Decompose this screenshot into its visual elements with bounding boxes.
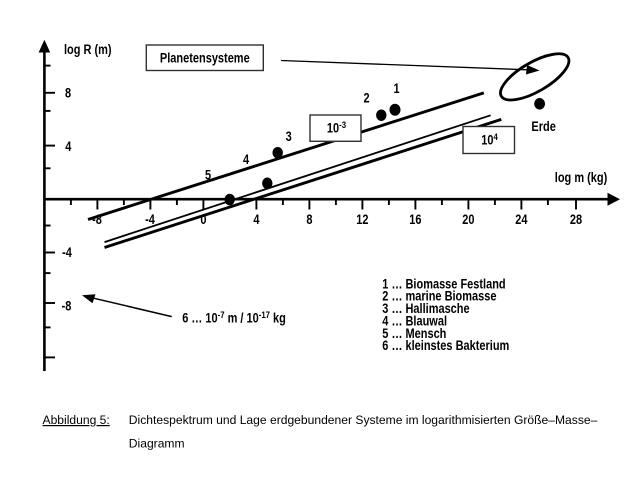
svg-text:0: 0 — [200, 212, 206, 227]
svg-text:log m (kg): log m (kg) — [555, 170, 607, 185]
svg-text:5: 5 — [205, 167, 211, 182]
svg-text:2 … marine Biomasse: 2 … marine Biomasse — [382, 289, 496, 304]
svg-text:-4: -4 — [62, 245, 72, 260]
svg-text:6 … kleinstes Bakterium: 6 … kleinstes Bakterium — [382, 338, 509, 353]
svg-text:8: 8 — [306, 212, 312, 227]
svg-text:log R (m): log R (m) — [64, 42, 112, 57]
svg-text:-4: -4 — [145, 212, 155, 227]
svg-text:3 … Hallimasche: 3 … Hallimasche — [382, 301, 469, 316]
svg-text:28: 28 — [570, 212, 582, 227]
svg-text:24: 24 — [515, 212, 527, 227]
svg-text:-8: -8 — [92, 212, 102, 227]
svg-text:3: 3 — [286, 129, 292, 144]
svg-text:8: 8 — [65, 85, 71, 100]
svg-text:4: 4 — [65, 139, 71, 154]
svg-text:Planetensysteme: Planetensysteme — [160, 50, 250, 65]
svg-text:Erde: Erde — [531, 119, 556, 134]
svg-text:4: 4 — [243, 152, 249, 167]
svg-text:6 … 10-7 m / 10-17 kg: 6 … 10-7 m / 10-17 kg — [182, 309, 286, 326]
svg-text:4: 4 — [253, 212, 259, 227]
svg-text:16: 16 — [409, 212, 421, 227]
svg-text:-8: -8 — [62, 298, 72, 313]
svg-text:Dichtespektrum und Lage erdgeb: Dichtespektrum und Lage erdgebundener Sy… — [129, 413, 598, 427]
svg-text:20: 20 — [462, 212, 474, 227]
svg-text:1 … Biomasse Festland: 1 … Biomasse Festland — [382, 277, 505, 292]
svg-text:12: 12 — [356, 212, 368, 227]
svg-text:2: 2 — [363, 90, 369, 105]
svg-text:1: 1 — [393, 81, 399, 96]
svg-text:Diagramm: Diagramm — [129, 436, 185, 450]
svg-text:Abbildung 5:: Abbildung 5: — [43, 413, 110, 427]
svg-text:5 … Mensch: 5 … Mensch — [382, 326, 446, 341]
svg-text:4 … Blauwal: 4 … Blauwal — [382, 313, 447, 328]
